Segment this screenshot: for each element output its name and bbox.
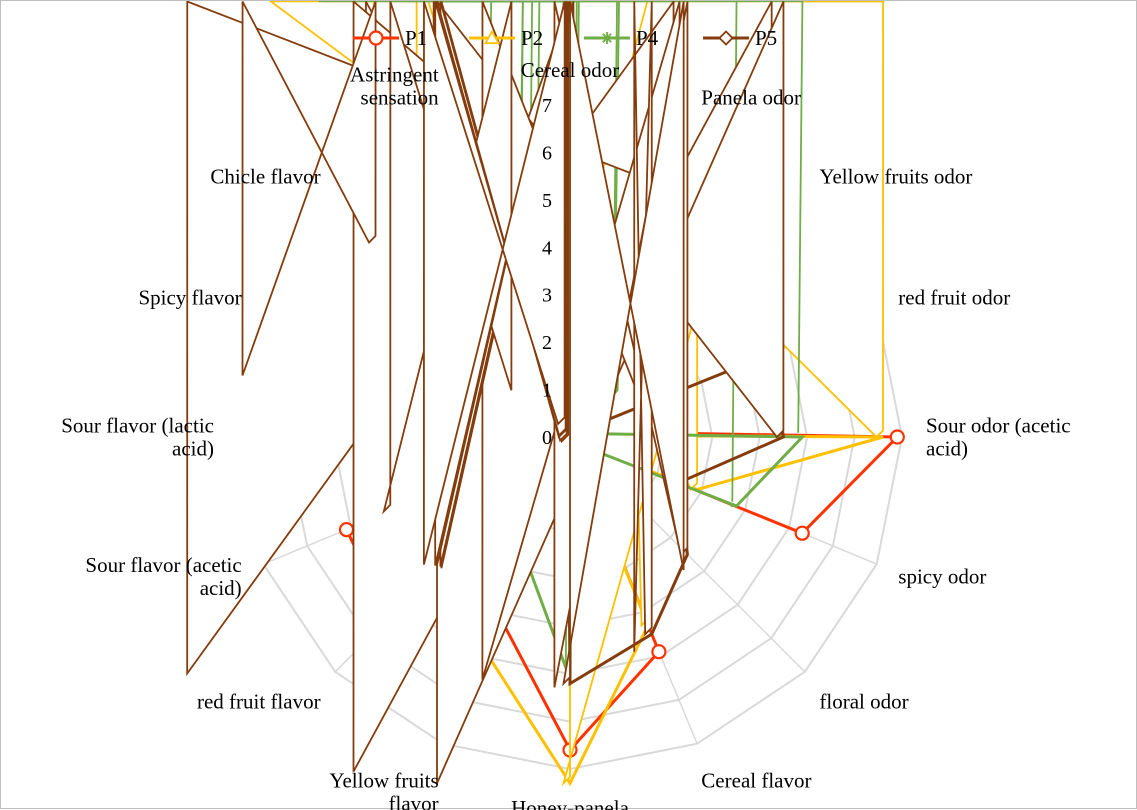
category-label: Yellow fruits odor xyxy=(819,165,972,189)
category-label: Sour flavor (acetic acid) xyxy=(85,553,241,600)
category-label: Sour flavor (lactic acid) xyxy=(61,414,214,461)
data-point-p1-8 xyxy=(651,644,667,660)
radial-ticks: 0 1 2 3 4 5 6 7 xyxy=(542,95,552,449)
legend-marker-p4 xyxy=(601,32,613,44)
category-label: spicy odor xyxy=(898,564,986,588)
series-layer xyxy=(186,1,905,787)
legend-marker-p5 xyxy=(718,30,734,46)
r-tick-label: 1 xyxy=(542,380,552,402)
legend-item-p1: P1 xyxy=(353,26,427,50)
r-tick-label: 7 xyxy=(542,95,552,117)
legend-marker-p1 xyxy=(368,30,384,46)
category-label: red fruit flavor xyxy=(197,689,321,713)
category-labels: Cereal odor Panela odor Yellow fruits odor… xyxy=(61,58,1070,810)
legend-item-p5: P5 xyxy=(703,26,777,50)
category-label: Panela odor xyxy=(701,86,801,110)
legend-label: P4 xyxy=(636,26,659,50)
legend-item-p4: P4 xyxy=(584,26,659,50)
r-tick-label: 0 xyxy=(542,427,552,449)
legend-label: P5 xyxy=(755,26,777,50)
legend-label: P2 xyxy=(521,26,543,50)
category-label: Cereal odor xyxy=(521,58,620,82)
category-label: Astringent sensation xyxy=(350,63,439,110)
data-point-p5-16 xyxy=(422,1,566,565)
data-point-p1-12 xyxy=(338,521,355,538)
data-point-p1-5 xyxy=(889,429,905,445)
category-label: red fruit odor xyxy=(898,286,1010,310)
category-label: Honey-panela xyxy=(511,796,629,810)
r-tick-label: 5 xyxy=(542,190,552,212)
r-tick-label: 6 xyxy=(542,142,552,164)
category-label: Sour odor (acetic acid) xyxy=(926,414,1071,461)
r-tick-label: 4 xyxy=(542,237,552,259)
category-label: Chicle flavor xyxy=(210,165,320,189)
category-label: Yellow fruits flavor xyxy=(329,768,438,810)
data-point-p5-9 xyxy=(562,1,685,687)
category-label: Spicy flavor xyxy=(138,286,241,310)
data-point-p1-6 xyxy=(794,525,810,541)
r-tick-label: 3 xyxy=(542,285,552,307)
legend-item-p2: P2 xyxy=(469,26,543,50)
legend: P1 P2 P4 P5 xyxy=(353,26,777,50)
category-label: floral odor xyxy=(819,689,908,713)
series-p5 xyxy=(186,1,786,784)
legend-marker-p2 xyxy=(483,29,501,45)
r-tick-label: 2 xyxy=(542,332,552,354)
legend-label: P1 xyxy=(405,26,427,50)
data-point-p5-12 xyxy=(382,1,513,515)
category-label: Cereal flavor xyxy=(701,768,811,792)
